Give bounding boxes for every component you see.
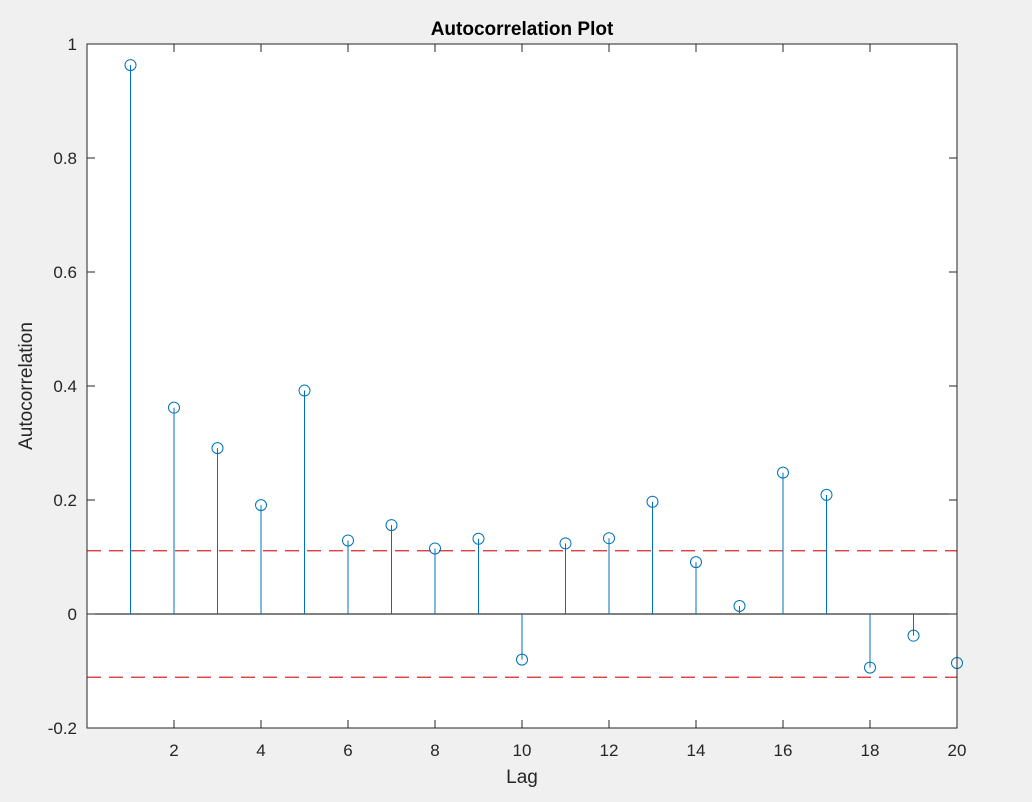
x-tick-label: 14: [687, 741, 706, 760]
x-tick-label: 4: [256, 741, 265, 760]
stem-marker: [385, 519, 398, 532]
y-tick-label: 0: [68, 605, 77, 624]
stem-point: [864, 614, 876, 674]
stem-point: [516, 614, 528, 666]
chart-title: Autocorrelation Plot: [431, 19, 614, 40]
stem-marker: [864, 661, 876, 674]
x-tick-label: 12: [600, 741, 619, 760]
stem-point: [298, 384, 311, 614]
stem-marker: [472, 532, 485, 545]
stem-point: [777, 466, 789, 614]
stem-point: [690, 556, 702, 614]
stem-point: [255, 499, 267, 614]
x-tick-label: 2: [169, 741, 178, 760]
stem-point: [385, 519, 398, 614]
stem-marker: [429, 542, 441, 555]
stem-point: [124, 59, 137, 614]
x-tick-label: 16: [774, 741, 793, 760]
x-axis-label: Lag: [506, 767, 538, 788]
stem-marker: [646, 495, 659, 508]
x-tick-label: 20: [948, 741, 967, 760]
y-tick-label: 0.2: [53, 491, 77, 510]
y-tick-label: 0.6: [53, 263, 77, 282]
stem-marker: [168, 401, 180, 414]
stem-marker: [777, 466, 789, 479]
stem-marker: [603, 532, 615, 545]
stem-point: [342, 534, 354, 614]
x-tick-label: 18: [861, 741, 880, 760]
stem-point: [733, 600, 746, 614]
stem-marker: [733, 600, 746, 613]
y-axis-label: Autocorrelation: [16, 322, 37, 450]
x-tick-label: 10: [513, 741, 532, 760]
x-tick-label: 8: [430, 741, 439, 760]
y-tick-label: 0.8: [53, 149, 77, 168]
stems: [124, 59, 963, 674]
stem-marker: [516, 653, 528, 666]
axes-frame: [86, 43, 958, 729]
stem-marker: [211, 442, 224, 455]
stem-point: [429, 542, 441, 614]
stem-marker: [907, 629, 920, 642]
stem-point: [907, 614, 920, 642]
y-tick-label: 0.4: [53, 377, 77, 396]
stem-point: [820, 488, 833, 614]
stem-point: [472, 532, 485, 614]
stem-marker: [342, 534, 354, 547]
y-tick-label: 1: [68, 35, 77, 54]
stem-point: [559, 537, 572, 614]
y-tick-label: -0.2: [48, 719, 77, 738]
stem-point: [168, 401, 180, 614]
stem-point: [211, 442, 224, 614]
stem-marker: [559, 537, 572, 550]
stem-marker: [255, 499, 267, 512]
stem-point: [646, 495, 659, 614]
stem-point: [603, 532, 615, 614]
ticks: 2 4 6 8 10 12 14 16 18 20 -0.2 0 0.2 0.4 0.6 0.8 1: [48, 35, 967, 760]
confidence-bounds: [87, 550, 957, 678]
stem-marker: [690, 556, 702, 569]
stem-marker: [124, 59, 137, 72]
stem-marker: [820, 488, 833, 501]
x-tick-label: 6: [343, 741, 352, 760]
stem-marker: [298, 384, 311, 397]
